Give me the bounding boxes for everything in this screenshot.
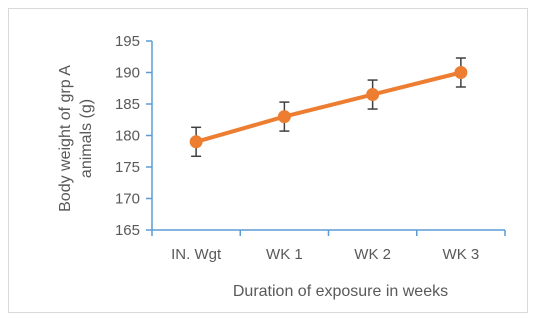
y-axis-title-line-1: Body weight of grp A bbox=[57, 65, 74, 212]
y-tick-label: 175 bbox=[115, 159, 140, 176]
data-point bbox=[454, 66, 468, 79]
x-tick-label: WK 2 bbox=[354, 246, 391, 263]
data-point bbox=[189, 135, 203, 149]
series bbox=[189, 57, 468, 158]
x-tick-label: WK 1 bbox=[266, 246, 303, 263]
data-point bbox=[366, 88, 380, 102]
data-point bbox=[277, 110, 291, 124]
y-tick-label: 165 bbox=[115, 222, 140, 239]
x-axis-title: Duration of exposure in weeks bbox=[233, 283, 448, 300]
y-axis-title-line-2: animals (g) bbox=[78, 99, 95, 178]
y-tick-label: 195 bbox=[115, 33, 140, 50]
y-tick-label: 180 bbox=[115, 128, 140, 145]
y-tick-label: 190 bbox=[115, 65, 140, 82]
x-ticks: IN. Wgt WK 1 WK 2 WK 3 bbox=[151, 230, 506, 263]
x-tick-label: IN. Wgt bbox=[171, 246, 222, 263]
chart-frame bbox=[8, 8, 528, 313]
x-tick-label: WK 3 bbox=[443, 246, 480, 263]
series-line bbox=[194, 70, 463, 144]
axes bbox=[151, 41, 505, 231]
y-tick-label: 185 bbox=[115, 96, 140, 113]
y-tick-label: 170 bbox=[115, 191, 140, 208]
y-ticks: 165 170 175 180 185 190 195 bbox=[115, 33, 152, 239]
